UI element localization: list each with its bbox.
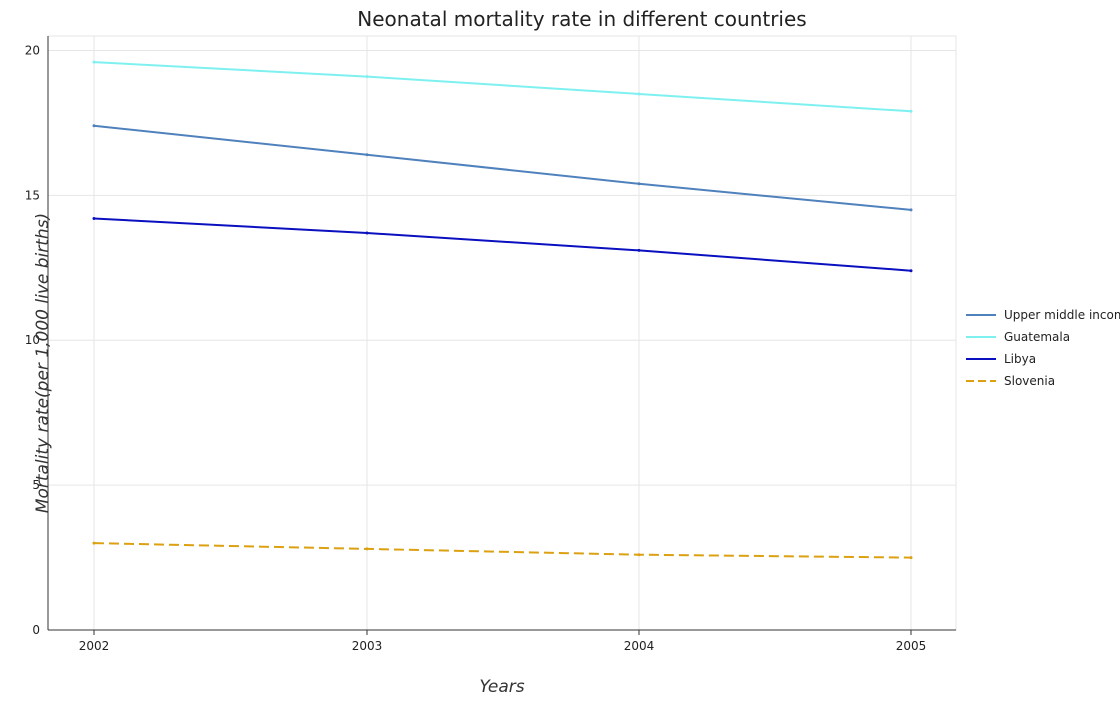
x-tick-label: 2004 <box>624 639 655 653</box>
x-axis-label: Years <box>479 677 524 697</box>
x-tick-label: 2002 <box>79 639 110 653</box>
data-point <box>637 248 641 252</box>
legend: Upper middle income Guatemala Libya Sloveni… <box>966 308 1120 388</box>
series-line-slovenia <box>93 542 912 559</box>
data-point <box>365 231 369 235</box>
y-tick-label: 15 <box>25 188 40 202</box>
data-point <box>92 217 96 220</box>
data-point <box>909 556 913 560</box>
series-line-libya <box>93 217 912 272</box>
data-point <box>637 92 641 96</box>
data-point <box>909 269 913 273</box>
y-axis-label: Mortality rate(per 1,000 live births) <box>33 213 53 513</box>
series-line-guatemala <box>93 61 912 113</box>
data-point <box>637 182 641 186</box>
data-point <box>909 109 913 113</box>
series-line-upper-middle-income <box>93 124 912 211</box>
y-tick-label: 20 <box>25 43 40 57</box>
x-tick-label: 2005 <box>896 639 927 653</box>
data-point <box>365 75 369 79</box>
legend-label: Slovenia <box>1004 374 1055 388</box>
series-lines <box>92 60 913 560</box>
y-tick-label: 10 <box>25 333 40 347</box>
x-tick-label: 2003 <box>352 639 383 653</box>
y-tick-label: 5 <box>32 478 40 492</box>
data-point <box>637 553 641 557</box>
data-point <box>365 153 369 157</box>
legend-label: Upper middle income <box>1004 308 1120 322</box>
y-tick-label: 0 <box>32 623 40 637</box>
legend-label: Guatemala <box>1004 330 1070 344</box>
chart-title: Neonatal mortality rate in different cou… <box>357 7 806 31</box>
data-point <box>909 208 913 212</box>
legend-label: Libya <box>1004 352 1036 366</box>
data-point <box>92 124 96 128</box>
axes: 0 5 10 15 20 2002 2003 2004 2005 <box>25 36 956 653</box>
data-point <box>92 541 96 545</box>
data-point <box>92 60 96 64</box>
data-point <box>365 547 369 551</box>
